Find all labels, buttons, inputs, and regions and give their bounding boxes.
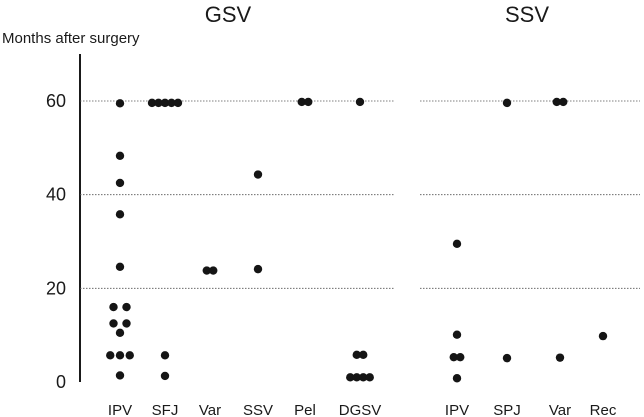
data-point [147,98,157,108]
group-title-ssv: SSV [505,2,549,27]
data-point [452,330,462,339]
x-tick-label: Var [199,402,221,417]
data-point [452,374,462,383]
y-tick-label: 0 [56,372,66,392]
data-point [115,371,125,380]
data-point [452,239,462,249]
data-point [115,151,125,160]
data-point [115,328,125,338]
data-point [202,266,211,275]
data-point [109,302,118,312]
data-point [115,262,125,271]
data-point [304,97,313,107]
data-point [160,371,170,381]
y-tick-label: 20 [46,278,66,298]
x-tick-label: IPV [108,402,132,417]
data-point [502,353,512,363]
data-point [598,331,608,341]
data-point [456,352,465,362]
data-point [352,350,361,360]
data-point [160,351,170,360]
data-point [115,99,125,108]
data-point [115,178,125,188]
data-point [154,98,163,108]
x-tick-label: SSV [243,402,273,417]
data-point [297,97,306,107]
data-point [502,98,512,108]
data-point [352,373,361,382]
x-tick-label: Rec [590,402,617,417]
data-point [346,373,355,382]
data-point [115,210,125,219]
data-point [359,373,368,382]
data-point [115,351,125,360]
data-point [253,264,263,274]
x-tick-label: SFJ [152,402,179,417]
data-point [359,350,368,360]
y-tick-label: 60 [46,91,66,111]
x-tick-label: DGSV [339,402,382,417]
data-point [449,352,458,362]
y-axis-label: Months after surgery [2,30,140,47]
x-tick-label: IPV [445,402,469,417]
data-point [125,351,134,360]
data-point [109,319,118,328]
data-point [552,97,561,107]
data-point [106,351,115,360]
data-point [555,353,565,362]
data-point [173,98,183,108]
group-title-gsv: GSV [205,2,252,27]
data-point [122,319,131,328]
data-point [355,97,365,107]
x-tick-label: SPJ [493,402,521,417]
y-tick-label: 40 [46,185,66,205]
x-tick-label: Var [549,402,571,417]
x-tick-label: Pel [294,402,316,417]
data-point [559,97,568,107]
data-point [253,170,263,179]
data-point [365,373,374,382]
data-point [122,302,131,312]
data-point [167,98,176,108]
data-point [209,266,218,275]
data-point [160,98,170,108]
